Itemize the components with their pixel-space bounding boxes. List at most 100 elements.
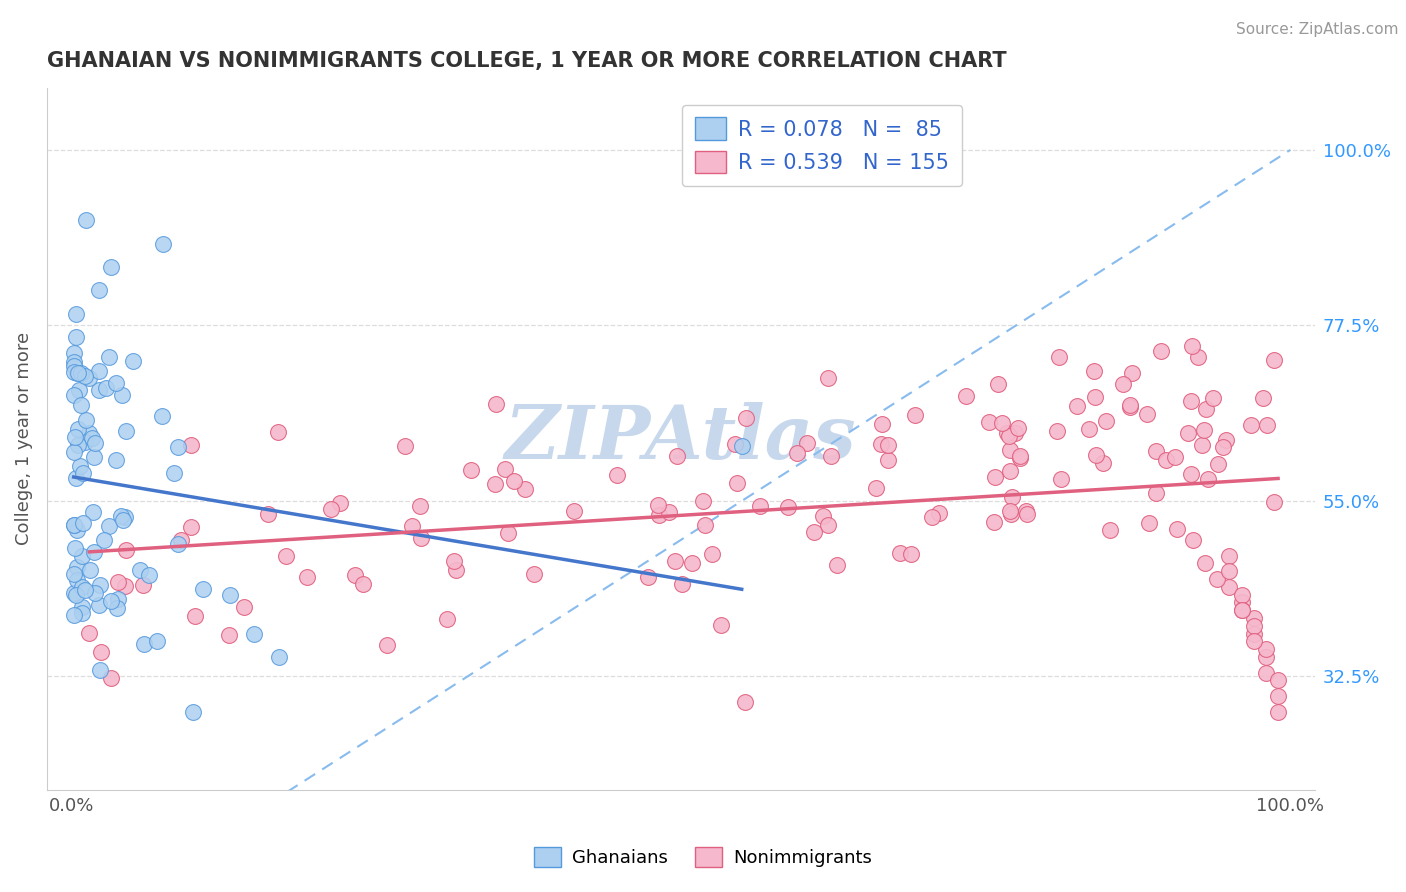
Point — [67, 383, 90, 397]
Point — [73, 368, 96, 383]
Point — [114, 424, 136, 438]
Point — [256, 507, 278, 521]
Point — [62, 518, 84, 533]
Point — [107, 591, 129, 606]
Point — [66, 366, 89, 380]
Point — [1177, 425, 1199, 440]
Point — [394, 439, 416, 453]
Point — [1015, 504, 1038, 518]
Point — [409, 531, 432, 545]
Point — [1251, 391, 1274, 405]
Point — [166, 536, 188, 550]
Point — [998, 442, 1021, 457]
Point — [1010, 451, 1032, 466]
Point — [111, 388, 134, 402]
Point — [1150, 344, 1173, 359]
Point — [877, 453, 900, 467]
Point — [89, 578, 111, 592]
Point — [1267, 689, 1289, 703]
Point — [129, 563, 152, 577]
Point — [664, 554, 686, 568]
Point — [75, 413, 97, 427]
Point — [163, 466, 186, 480]
Point — [1263, 352, 1285, 367]
Point — [658, 505, 681, 519]
Point — [1007, 421, 1029, 435]
Point — [1195, 402, 1218, 417]
Point — [1047, 350, 1070, 364]
Point — [724, 437, 747, 451]
Point — [865, 482, 887, 496]
Point — [1144, 485, 1167, 500]
Point — [1215, 433, 1237, 447]
Point — [72, 599, 94, 614]
Point — [803, 525, 825, 540]
Point — [825, 558, 848, 573]
Point — [152, 236, 174, 251]
Point — [1136, 407, 1159, 421]
Point — [62, 388, 84, 402]
Point — [1267, 673, 1289, 688]
Point — [329, 496, 352, 510]
Point — [75, 434, 97, 449]
Legend: Ghanaians, Nonimmigrants: Ghanaians, Nonimmigrants — [527, 839, 879, 874]
Point — [145, 634, 167, 648]
Point — [70, 398, 93, 412]
Point — [63, 430, 86, 444]
Point — [77, 371, 100, 385]
Point — [820, 449, 842, 463]
Point — [105, 453, 128, 467]
Point — [62, 355, 84, 369]
Point — [1254, 665, 1277, 680]
Point — [443, 554, 465, 568]
Point — [1098, 523, 1121, 537]
Point — [352, 576, 374, 591]
Point — [62, 345, 84, 359]
Point — [107, 574, 129, 589]
Point — [1084, 390, 1107, 404]
Point — [984, 470, 1007, 484]
Point — [876, 438, 898, 452]
Legend: R = 0.078   N =  85, R = 0.539   N = 155: R = 0.078 N = 85, R = 0.539 N = 155 — [682, 105, 962, 186]
Point — [1243, 619, 1265, 633]
Point — [375, 638, 398, 652]
Point — [870, 437, 893, 451]
Point — [1004, 425, 1026, 440]
Point — [1119, 401, 1142, 415]
Point — [276, 549, 298, 563]
Point — [100, 260, 122, 274]
Point — [1256, 418, 1278, 433]
Point — [523, 566, 546, 581]
Point — [84, 435, 107, 450]
Point — [889, 546, 911, 560]
Point — [62, 445, 84, 459]
Point — [100, 594, 122, 608]
Point — [1218, 564, 1240, 578]
Point — [83, 545, 105, 559]
Point — [110, 508, 132, 523]
Point — [266, 425, 288, 440]
Point — [114, 579, 136, 593]
Point — [484, 477, 506, 491]
Point — [513, 483, 536, 497]
Point — [1243, 626, 1265, 640]
Point — [66, 366, 89, 380]
Point — [105, 376, 128, 390]
Point — [150, 409, 173, 423]
Point — [749, 499, 772, 513]
Point — [72, 580, 94, 594]
Text: Source: ZipAtlas.com: Source: ZipAtlas.com — [1236, 22, 1399, 37]
Point — [65, 330, 87, 344]
Point — [1118, 398, 1140, 412]
Point — [319, 501, 342, 516]
Point — [502, 474, 524, 488]
Point — [167, 440, 190, 454]
Point — [1191, 437, 1213, 451]
Point — [496, 525, 519, 540]
Text: ZIPAtlas: ZIPAtlas — [505, 402, 856, 475]
Point — [66, 524, 89, 538]
Point — [1263, 494, 1285, 508]
Point — [991, 417, 1014, 431]
Point — [681, 556, 703, 570]
Point — [295, 570, 318, 584]
